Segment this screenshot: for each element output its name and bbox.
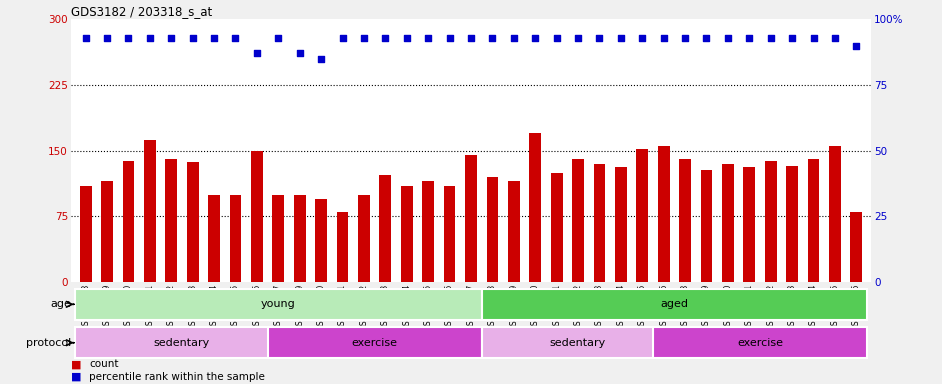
Point	[506, 35, 521, 41]
Bar	[486, 177, 498, 282]
Bar	[444, 186, 456, 282]
Bar	[807, 159, 820, 282]
Point	[677, 35, 692, 41]
Bar	[422, 181, 434, 282]
Text: sedentary: sedentary	[550, 338, 606, 348]
Bar	[187, 162, 199, 282]
Bar	[637, 149, 648, 282]
Text: ■: ■	[71, 372, 81, 382]
Bar	[336, 212, 349, 282]
Point	[613, 35, 628, 41]
Bar	[481, 327, 674, 358]
Bar	[251, 151, 263, 282]
Bar	[551, 173, 562, 282]
Point	[378, 35, 393, 41]
Bar	[829, 146, 841, 282]
Point	[827, 35, 842, 41]
Point	[485, 35, 500, 41]
Text: ■: ■	[71, 359, 81, 369]
Bar	[80, 186, 91, 282]
Text: young: young	[261, 299, 296, 310]
Bar	[380, 175, 391, 282]
Point	[186, 35, 201, 41]
Bar	[465, 155, 477, 282]
Point	[657, 35, 672, 41]
Point	[785, 35, 800, 41]
Bar	[529, 133, 541, 282]
Bar	[851, 212, 862, 282]
Bar	[765, 161, 776, 282]
Bar	[572, 159, 584, 282]
Text: aged: aged	[660, 299, 689, 310]
Text: sedentary: sedentary	[154, 338, 210, 348]
Bar	[122, 161, 135, 282]
Point	[164, 35, 179, 41]
Bar	[208, 195, 220, 282]
Bar	[294, 195, 305, 282]
Point	[100, 35, 115, 41]
Bar	[481, 289, 867, 320]
Bar	[508, 181, 520, 282]
Bar	[358, 195, 370, 282]
Text: count: count	[89, 359, 119, 369]
Bar	[593, 164, 606, 282]
Text: exercise: exercise	[737, 338, 783, 348]
Point	[228, 35, 243, 41]
Point	[463, 35, 479, 41]
Bar	[144, 140, 155, 282]
Point	[356, 35, 371, 41]
Bar	[166, 159, 177, 282]
Text: percentile rank within the sample: percentile rank within the sample	[89, 372, 266, 382]
Point	[78, 35, 93, 41]
Point	[270, 35, 285, 41]
Bar	[743, 167, 755, 282]
Bar	[401, 186, 413, 282]
Point	[763, 35, 778, 41]
Bar	[272, 195, 284, 282]
Bar	[722, 164, 734, 282]
Text: GDS3182 / 203318_s_at: GDS3182 / 203318_s_at	[71, 5, 212, 18]
Text: protocol: protocol	[25, 338, 71, 348]
Bar	[787, 166, 798, 282]
Point	[592, 35, 607, 41]
Point	[335, 35, 350, 41]
Bar	[316, 199, 327, 282]
Point	[635, 35, 650, 41]
Bar	[230, 195, 241, 282]
Point	[421, 35, 436, 41]
Bar	[658, 146, 670, 282]
Bar	[75, 289, 481, 320]
Point	[399, 35, 414, 41]
Text: exercise: exercise	[351, 338, 398, 348]
Point	[206, 35, 221, 41]
Bar	[701, 170, 712, 282]
Point	[250, 50, 265, 56]
Bar	[615, 167, 626, 282]
Point	[741, 35, 756, 41]
Text: age: age	[50, 299, 71, 310]
Point	[549, 35, 564, 41]
Point	[314, 56, 329, 62]
Point	[806, 35, 821, 41]
Bar	[653, 327, 867, 358]
Point	[699, 35, 714, 41]
Bar	[268, 327, 481, 358]
Point	[142, 35, 157, 41]
Point	[849, 42, 864, 48]
Point	[528, 35, 543, 41]
Point	[571, 35, 586, 41]
Point	[121, 35, 136, 41]
Point	[721, 35, 736, 41]
Bar	[75, 327, 289, 358]
Bar	[101, 181, 113, 282]
Point	[292, 50, 307, 56]
Point	[442, 35, 457, 41]
Bar	[679, 159, 691, 282]
